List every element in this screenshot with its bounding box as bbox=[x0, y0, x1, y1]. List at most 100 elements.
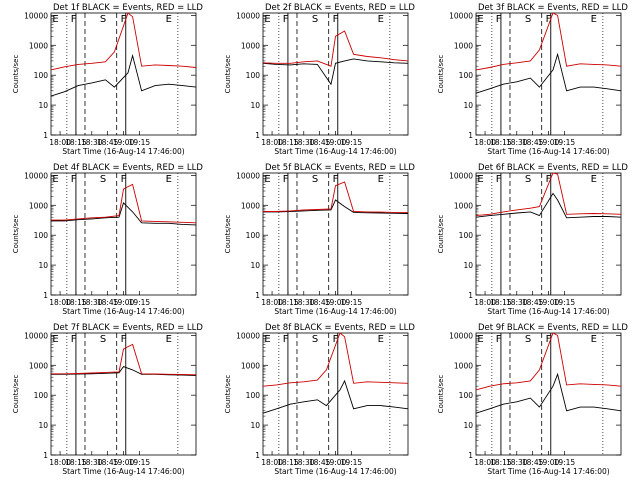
x-tick-label: 18:00 bbox=[474, 138, 496, 147]
panel-det-2f: Det 2f BLACK = Events, RED = LLD 1 10 100 10… bbox=[224, 3, 415, 156]
region-label: E bbox=[477, 334, 483, 345]
y-tick-label: 1 bbox=[255, 131, 260, 140]
x-tick-label: 18:15 bbox=[490, 458, 512, 467]
region-label: E bbox=[591, 334, 597, 345]
x-tick-label: 18:15 bbox=[277, 298, 299, 307]
y-tick-label: 10 bbox=[250, 101, 260, 110]
x-axis-label: Start Time (16-Aug-14 17:46:00) bbox=[274, 147, 396, 156]
x-tick-label: 19:00 bbox=[538, 138, 560, 147]
series-events-line bbox=[475, 372, 622, 414]
x-tick-label: 18:00 bbox=[49, 138, 71, 147]
x-tick-label: 18:45 bbox=[97, 458, 119, 467]
region-label: E bbox=[166, 174, 172, 185]
x-tick-label: 18:00 bbox=[49, 458, 71, 467]
x-tick-label: 18:45 bbox=[97, 298, 119, 307]
panel-det-1f: Det 1f BLACK = Events, RED = LLD 1 10 100 10… bbox=[12, 3, 203, 156]
panel-det-8f: Det 8f BLACK = Events, RED = LLD 1 10 100 10… bbox=[224, 323, 415, 476]
region-label: E bbox=[591, 174, 597, 185]
region-label: E bbox=[166, 334, 172, 345]
series-lld-line bbox=[51, 343, 197, 376]
region-label: E bbox=[52, 174, 58, 185]
y-tick-label: 100 bbox=[34, 231, 49, 240]
region-label: E bbox=[477, 14, 483, 25]
region-label: F bbox=[546, 174, 552, 185]
panel-title: Det 8f BLACK = Events, RED = LLD bbox=[265, 323, 415, 333]
region-label: S bbox=[525, 334, 531, 345]
region-label: F bbox=[333, 174, 339, 185]
x-tick-label: 18:30 bbox=[506, 138, 528, 147]
region-label: F bbox=[496, 334, 502, 345]
panel-title: Det 6f BLACK = Events, RED = LLD bbox=[478, 163, 628, 173]
y-tick-label: 10000 bbox=[449, 171, 473, 180]
x-tick-label: 18:30 bbox=[293, 458, 315, 467]
panel-title: Det 1f BLACK = Events, RED = LLD bbox=[53, 3, 203, 13]
region-label: E bbox=[264, 174, 270, 185]
region-label: F bbox=[283, 174, 289, 185]
panel-det-4f: Det 4f BLACK = Events, RED = LLD 1 10 100 10… bbox=[12, 163, 203, 316]
region-label: F bbox=[283, 334, 289, 345]
x-axis-label: Start Time (16-Aug-14 17:46:00) bbox=[62, 147, 184, 156]
x-tick-label: 19:00 bbox=[113, 298, 135, 307]
x-axis-label: Start Time (16-Aug-14 17:46:00) bbox=[274, 307, 396, 316]
x-tick-label: 18:15 bbox=[490, 298, 512, 307]
x-tick-label: 18:15 bbox=[490, 138, 512, 147]
series-events-line bbox=[262, 379, 409, 414]
region-label: F bbox=[546, 14, 552, 25]
y-axis-label: Counts/sec bbox=[224, 55, 232, 94]
x-tick-label: 18:00 bbox=[261, 458, 283, 467]
y-tick-label: 1000 bbox=[241, 41, 260, 50]
y-tick-label: 10 bbox=[38, 421, 48, 430]
series-lld-line bbox=[475, 332, 622, 391]
x-tick-label: 19:15 bbox=[341, 298, 363, 307]
y-tick-label: 100 bbox=[246, 231, 261, 240]
panel-det-5f: Det 5f BLACK = Events, RED = LLD 1 10 100 10… bbox=[224, 163, 415, 316]
y-tick-label: 100 bbox=[459, 231, 474, 240]
y-tick-label: 1 bbox=[43, 131, 48, 140]
region-label: F bbox=[496, 14, 502, 25]
x-tick-label: 19:00 bbox=[538, 298, 560, 307]
region-label: E bbox=[264, 14, 270, 25]
y-axis-label: Counts/sec bbox=[437, 375, 445, 414]
region-label: S bbox=[100, 334, 106, 345]
x-tick-label: 18:15 bbox=[277, 458, 299, 467]
region-label: F bbox=[283, 14, 289, 25]
series-lld-line bbox=[51, 183, 197, 224]
panel-title: Det 4f BLACK = Events, RED = LLD bbox=[53, 163, 203, 173]
y-tick-label: 1 bbox=[255, 451, 260, 460]
plot-frame bbox=[475, 12, 622, 136]
x-tick-label: 19:15 bbox=[129, 298, 151, 307]
y-axis-label: Counts/sec bbox=[437, 215, 445, 254]
y-tick-label: 1000 bbox=[29, 201, 48, 210]
y-tick-label: 1 bbox=[43, 291, 48, 300]
y-tick-label: 1000 bbox=[454, 361, 473, 370]
series-events-line bbox=[475, 52, 622, 94]
region-label: E bbox=[477, 174, 483, 185]
panel-title: Det 3f BLACK = Events, RED = LLD bbox=[478, 3, 628, 13]
panel-title: Det 7f BLACK = Events, RED = LLD bbox=[53, 323, 203, 333]
series-lld-line bbox=[475, 172, 622, 217]
region-label: E bbox=[378, 14, 384, 25]
region-label: S bbox=[312, 14, 318, 25]
x-tick-label: 18:45 bbox=[309, 298, 331, 307]
x-tick-label: 19:00 bbox=[113, 458, 135, 467]
x-tick-label: 19:00 bbox=[325, 458, 347, 467]
x-axis-label: Start Time (16-Aug-14 17:46:00) bbox=[62, 467, 184, 476]
x-axis-label: Start Time (16-Aug-14 17:46:00) bbox=[487, 147, 609, 156]
plot-frame bbox=[262, 332, 409, 456]
y-axis-label: Counts/sec bbox=[12, 215, 20, 254]
y-axis-label: Counts/sec bbox=[224, 215, 232, 254]
x-tick-label: 18:00 bbox=[49, 298, 71, 307]
x-tick-label: 18:00 bbox=[261, 298, 283, 307]
x-axis-label: Start Time (16-Aug-14 17:46:00) bbox=[487, 307, 609, 316]
x-axis-label: Start Time (16-Aug-14 17:46:00) bbox=[62, 307, 184, 316]
y-tick-label: 1000 bbox=[454, 201, 473, 210]
x-tick-label: 18:30 bbox=[81, 458, 103, 467]
y-axis-label: Counts/sec bbox=[12, 55, 20, 94]
y-tick-label: 1 bbox=[468, 131, 473, 140]
y-tick-label: 10 bbox=[463, 101, 473, 110]
y-tick-label: 10000 bbox=[24, 171, 48, 180]
region-label: F bbox=[71, 334, 77, 345]
panel-title: Det 2f BLACK = Events, RED = LLD bbox=[265, 3, 415, 13]
x-tick-label: 18:45 bbox=[97, 138, 119, 147]
x-axis-label: Start Time (16-Aug-14 17:46:00) bbox=[487, 467, 609, 476]
